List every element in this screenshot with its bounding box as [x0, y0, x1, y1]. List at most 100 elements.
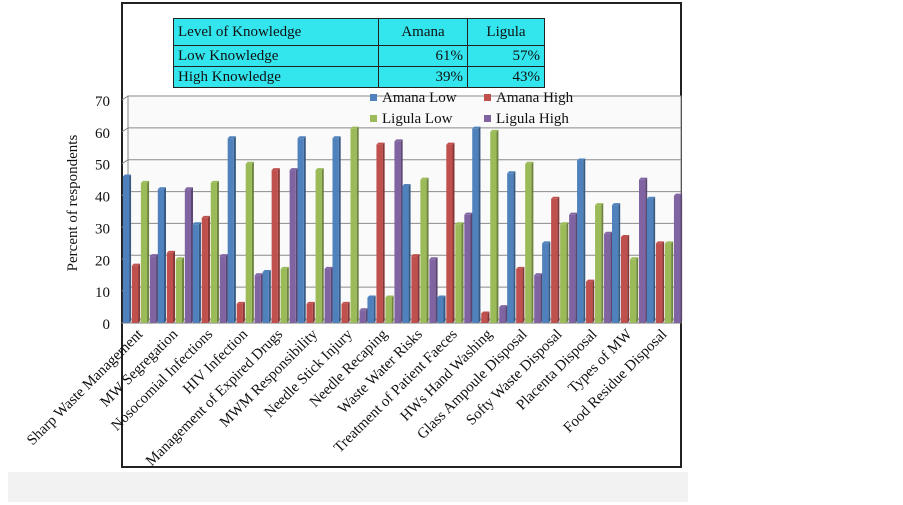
- y-axis-ticks: 0 10 20 30 40 50 60 70: [95, 94, 110, 333]
- bar: [437, 297, 444, 323]
- bar-top: [472, 126, 481, 129]
- bar: [315, 170, 322, 323]
- bar-top: [455, 222, 464, 225]
- bar-side: [268, 270, 271, 323]
- bar-top: [560, 222, 569, 225]
- bar: [166, 252, 174, 323]
- bar: [611, 205, 619, 323]
- bar-side: [653, 196, 656, 323]
- bar-top: [175, 257, 185, 260]
- bar-top: [611, 203, 621, 206]
- bar-top: [157, 187, 167, 190]
- bar: [254, 275, 261, 323]
- bar: [394, 141, 401, 323]
- bar: [516, 268, 523, 323]
- bar-top: [394, 139, 403, 142]
- bar-top: [289, 168, 298, 171]
- legend-swatch: [370, 115, 377, 122]
- bar-top: [315, 168, 324, 171]
- bar-side: [173, 250, 176, 323]
- bar-top: [655, 241, 665, 244]
- bar-side: [443, 295, 446, 323]
- bar-top: [280, 266, 289, 269]
- bar-top: [385, 295, 394, 298]
- legend-label: Ligula Low: [382, 111, 453, 127]
- bar: [525, 163, 532, 323]
- table-cell: 43%: [467, 66, 545, 88]
- y-tick-label: 20: [95, 253, 110, 269]
- bar: [332, 138, 339, 323]
- legend-label: Ligula High: [496, 111, 569, 127]
- bar-side: [347, 301, 350, 323]
- bar-side: [182, 257, 185, 323]
- knowledge-level-table: Level of Knowledge Amana Ligula Low Know…: [173, 18, 545, 88]
- bar-top: [542, 241, 551, 244]
- bar-top: [306, 301, 315, 304]
- bar-side: [277, 168, 280, 323]
- bar-top: [604, 231, 613, 234]
- bar-top: [411, 254, 420, 257]
- bar: [499, 307, 506, 323]
- bar-top: [481, 311, 490, 314]
- bar-side: [312, 301, 315, 323]
- bar-side: [156, 254, 159, 323]
- bar-top: [227, 136, 236, 139]
- bar-side: [487, 311, 490, 323]
- gridline: [121, 127, 681, 133]
- bar-top: [429, 257, 438, 260]
- bar-top: [166, 250, 176, 253]
- bar: [481, 313, 488, 323]
- bar-side: [592, 279, 595, 323]
- y-tick-label: 70: [95, 94, 110, 110]
- bar-top: [324, 266, 333, 269]
- bar-top: [437, 295, 446, 298]
- bar-top: [359, 308, 368, 311]
- bar: [131, 265, 139, 323]
- bar-top: [586, 279, 595, 282]
- table-row: High Knowledge 39% 43%: [173, 66, 545, 88]
- bar-side: [417, 254, 420, 323]
- bar-top: [595, 203, 604, 206]
- legend-swatch: [370, 94, 377, 101]
- bar-side: [636, 257, 639, 323]
- bar-top: [646, 196, 656, 199]
- bar-side: [671, 241, 674, 323]
- bar-top: [534, 273, 543, 276]
- bar-top: [350, 126, 359, 129]
- bar-side: [531, 161, 534, 323]
- bar: [551, 198, 558, 323]
- bar: [586, 281, 593, 323]
- bar-top: [236, 301, 245, 304]
- bar-side: [138, 263, 141, 323]
- bar-side: [435, 257, 438, 323]
- bar-top: [664, 241, 674, 244]
- bar: [192, 224, 199, 323]
- bar-top: [297, 136, 306, 139]
- bar-side: [321, 168, 324, 323]
- table-cell: 61%: [378, 45, 468, 67]
- bar: [324, 268, 331, 323]
- table-cell: 57%: [467, 45, 545, 67]
- table-cell: High Knowledge: [173, 66, 379, 88]
- bar-top: [140, 180, 150, 183]
- bar-side: [391, 295, 394, 323]
- bar-top: [271, 168, 280, 171]
- bar: [157, 189, 165, 323]
- bar: [638, 179, 646, 323]
- bar-side: [373, 295, 376, 323]
- bar: [455, 224, 462, 323]
- bar-top: [446, 142, 455, 145]
- bar-side: [330, 266, 333, 323]
- bar: [376, 144, 383, 323]
- bar-side: [610, 231, 613, 323]
- bar-top: [122, 174, 132, 177]
- bar-side: [522, 266, 525, 323]
- table-header-cell: Amana: [378, 18, 468, 46]
- bar-top: [184, 187, 194, 190]
- bar-side: [513, 171, 516, 323]
- bar: [446, 144, 453, 323]
- bar-side: [583, 158, 586, 323]
- bar: [646, 198, 654, 323]
- bar-top: [367, 295, 376, 298]
- bar-top: [201, 215, 210, 218]
